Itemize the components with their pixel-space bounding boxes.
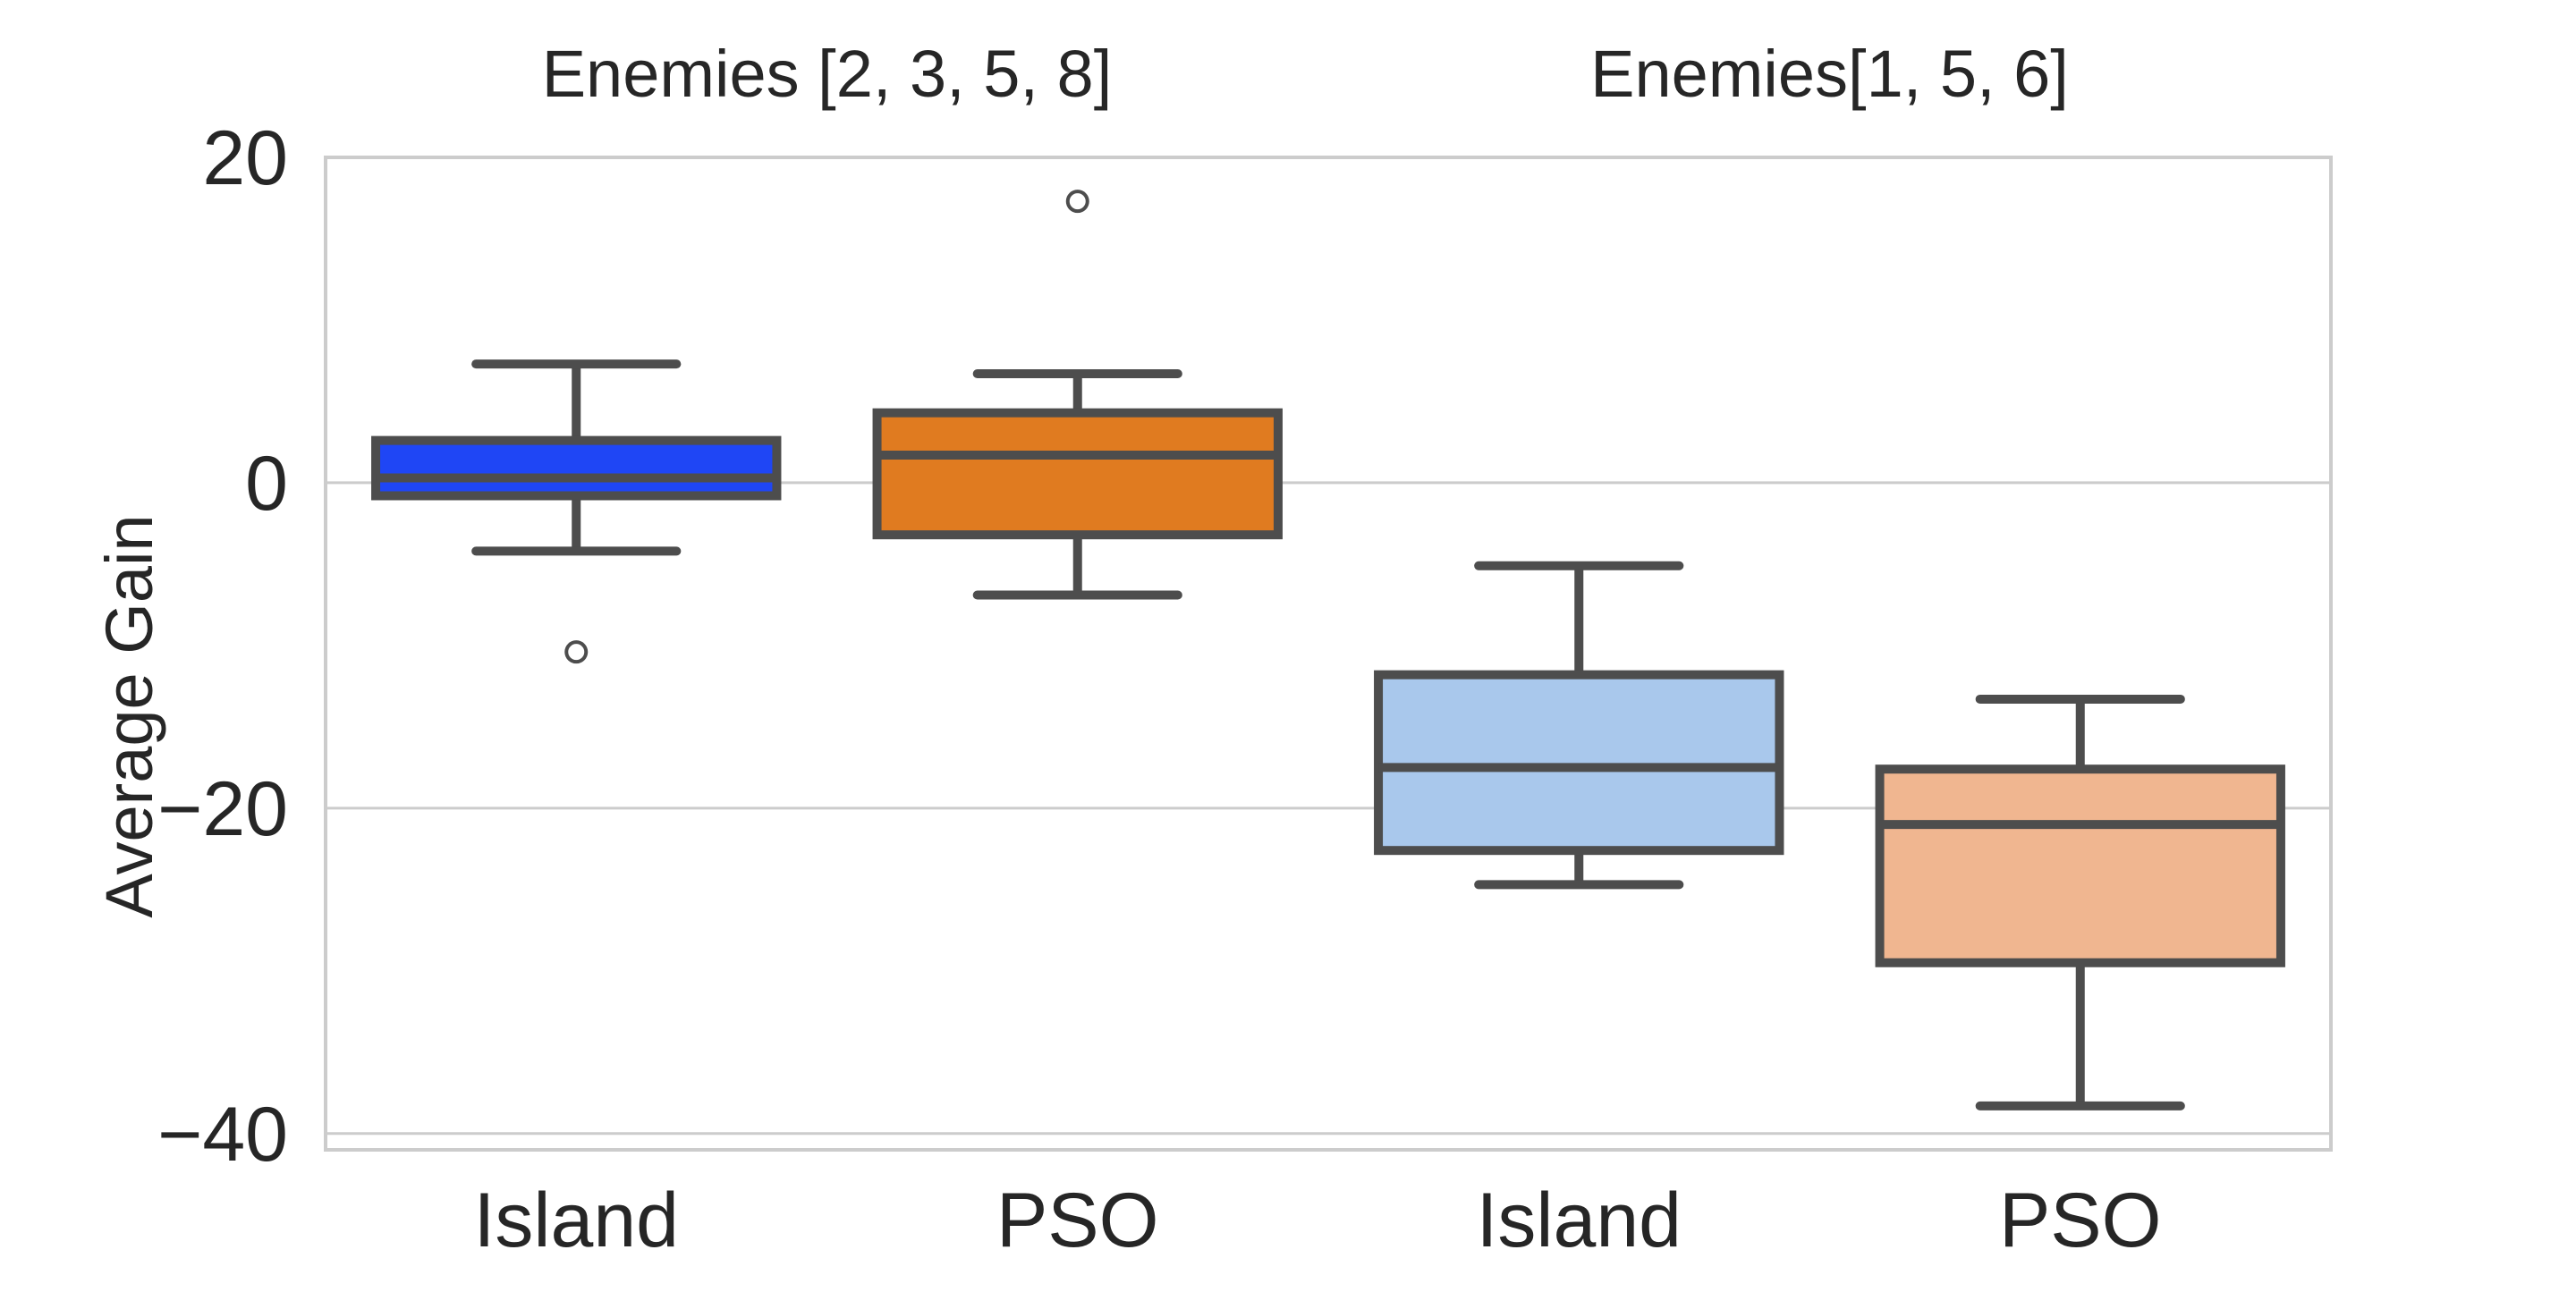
y-tick-label: 20 [202, 115, 288, 201]
x-tick-label: PSO [1999, 1178, 2162, 1263]
y-tick-labels: 20 0 −20 −40 [157, 115, 288, 1178]
iqr-box [371, 435, 782, 501]
y-tick-label: 0 [245, 441, 288, 527]
box-island-group-2 [1374, 561, 1784, 890]
outlier-point [1065, 190, 1089, 214]
plot-frame [324, 156, 2333, 1152]
group-titles: Enemies [2, 3, 5, 8] Enemies[1, 5, 6] [542, 37, 2069, 111]
iqr-box [872, 408, 1283, 540]
iqr-box [1875, 764, 2285, 967]
x-tick-label: Island [474, 1178, 680, 1263]
y-tick-label: −20 [157, 766, 288, 852]
y-tick-label: −40 [157, 1092, 288, 1178]
outlier-point [564, 640, 589, 664]
box-pso-group-2 [1875, 694, 2285, 1110]
iqr-box [1374, 670, 1784, 856]
boxes [371, 190, 2285, 1110]
box-island-group-1 [371, 359, 782, 664]
x-tick-label: PSO [996, 1178, 1159, 1263]
box-pso-group-1 [872, 190, 1283, 600]
y-axis-title: Average Gain [92, 514, 166, 917]
gridlines [326, 156, 2331, 1136]
x-tick-label: Island [1477, 1178, 1682, 1263]
group-title: Enemies [2, 3, 5, 8] [542, 37, 1113, 111]
group-title: Enemies[1, 5, 6] [1590, 37, 2069, 111]
x-tick-labels: Island PSO Island PSO [474, 1178, 2162, 1263]
